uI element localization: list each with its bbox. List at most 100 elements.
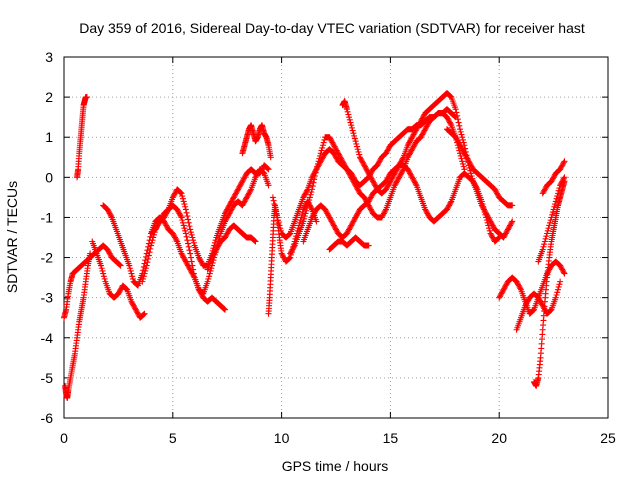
- data-point-arc7: [188, 231, 195, 238]
- data-point-arc15: [352, 138, 359, 145]
- data-point-arc12: [311, 172, 318, 179]
- data-point-arc6: [140, 273, 147, 280]
- data-point-arc6: [190, 270, 197, 277]
- y-tick-labels: -6 -5 -4 -3 -2 -1 0 1 2 3: [41, 49, 54, 426]
- data-point-arc6: [180, 222, 187, 229]
- data-point-arc12: [460, 163, 467, 170]
- data-point-arc9: [267, 154, 274, 161]
- data-point-arc5: [127, 267, 134, 274]
- data-point-arc6: [182, 230, 189, 237]
- data-point-arc6: [139, 278, 146, 285]
- data-point-arc7: [179, 193, 186, 200]
- data-point-arc7: [212, 237, 219, 244]
- y-tick-label: -1: [41, 209, 54, 225]
- data-point-arc20: [552, 201, 559, 208]
- data-point-arc12: [304, 202, 311, 209]
- data-point-arc7: [179, 195, 186, 202]
- data-point-arc4: [140, 311, 147, 318]
- data-point-arc5: [108, 213, 115, 220]
- data-point-arc6: [148, 239, 155, 246]
- data-point-arc21: [561, 158, 568, 165]
- data-points: [61, 90, 568, 401]
- data-point-arc6: [183, 233, 190, 240]
- data-point-arc12: [320, 139, 327, 146]
- data-point-arc7: [185, 216, 192, 223]
- data-point-arc11: [277, 227, 284, 234]
- data-point-arc13: [412, 181, 419, 188]
- data-point-arc6: [187, 250, 194, 257]
- y-tick-label: 0: [45, 169, 53, 185]
- data-point-arc20: [552, 198, 559, 205]
- data-point-arc12: [318, 147, 325, 154]
- y-axis-label: SDTVAR / TECUs: [4, 181, 20, 293]
- data-point-arc12: [317, 152, 324, 159]
- data-point-arc15: [459, 134, 466, 141]
- data-point-arc20: [553, 195, 560, 202]
- data-point-arc12: [312, 169, 319, 176]
- data-point-arc20: [545, 225, 552, 232]
- data-point-arc12: [457, 152, 464, 159]
- data-point-arc4: [100, 273, 107, 280]
- y-tick-label: 1: [45, 129, 53, 145]
- data-point-arc15: [454, 116, 461, 123]
- data-point-arc6: [177, 213, 184, 220]
- data-point-arc6: [148, 242, 155, 249]
- data-point-arc18: [554, 286, 561, 293]
- data-point-arc7: [190, 239, 197, 246]
- data-point-arc12: [311, 176, 318, 183]
- data-point-arc12: [305, 199, 312, 206]
- data-point-arc6: [145, 255, 152, 262]
- y-tick-label: -6: [41, 410, 54, 426]
- data-point-arc12: [315, 158, 322, 165]
- y-tick-label: -5: [41, 370, 54, 386]
- data-point-arc12: [382, 207, 389, 214]
- data-point-arc15: [343, 106, 350, 113]
- data-point-arc20: [556, 185, 563, 192]
- data-point-arc11: [303, 187, 310, 194]
- data-point-arc4: [141, 310, 148, 317]
- data-point-arc15: [344, 108, 351, 115]
- data-point-arc12: [447, 120, 454, 127]
- data-point-arc7: [186, 223, 193, 230]
- data-point-arc6: [185, 243, 192, 250]
- data-point-arc20: [561, 174, 568, 181]
- data-point-arc4: [101, 275, 108, 282]
- data-point-arc12: [306, 197, 313, 204]
- data-point-arc15: [459, 136, 466, 143]
- axis-ticks: [63, 56, 609, 419]
- data-point-arc11: [273, 211, 280, 218]
- data-point-arc6: [141, 270, 148, 277]
- data-point-arc18: [552, 294, 559, 301]
- data-point-arc6: [184, 237, 191, 244]
- data-point-arc18: [553, 291, 560, 298]
- data-point-arc6: [143, 262, 150, 269]
- data-point-arc6: [179, 217, 186, 224]
- data-point-arc8: [251, 237, 258, 244]
- data-point-arc5: [126, 262, 133, 269]
- data-point-arc6: [146, 249, 153, 256]
- data-point-arc11: [271, 201, 278, 208]
- data-point-arc7: [184, 213, 191, 220]
- data-point-arc20: [549, 211, 556, 218]
- data-point-arc7: [180, 198, 187, 205]
- data-point-arc20: [547, 217, 554, 224]
- data-point-arc15: [509, 218, 516, 225]
- data-point-arc20: [544, 227, 551, 234]
- data-point-arc12: [303, 205, 310, 212]
- data-point-arc11: [270, 197, 277, 204]
- data-point-arc4: [98, 265, 105, 272]
- data-point-arc15: [356, 151, 363, 158]
- data-point-arc20: [540, 243, 547, 250]
- data-point-arc7: [182, 206, 189, 213]
- data-point-arc5: [173, 237, 180, 244]
- data-point-arc15: [454, 112, 461, 119]
- data-point-arc5: [127, 265, 134, 272]
- data-point-arc17: [517, 285, 524, 292]
- data-point-arc7: [164, 207, 171, 214]
- data-point-arc7: [265, 166, 272, 173]
- data-point-arc12: [317, 150, 324, 157]
- data-point-arc7: [178, 190, 185, 197]
- data-point-arc20: [560, 175, 567, 182]
- data-point-arc6: [150, 234, 157, 241]
- data-point-arc12: [316, 155, 323, 162]
